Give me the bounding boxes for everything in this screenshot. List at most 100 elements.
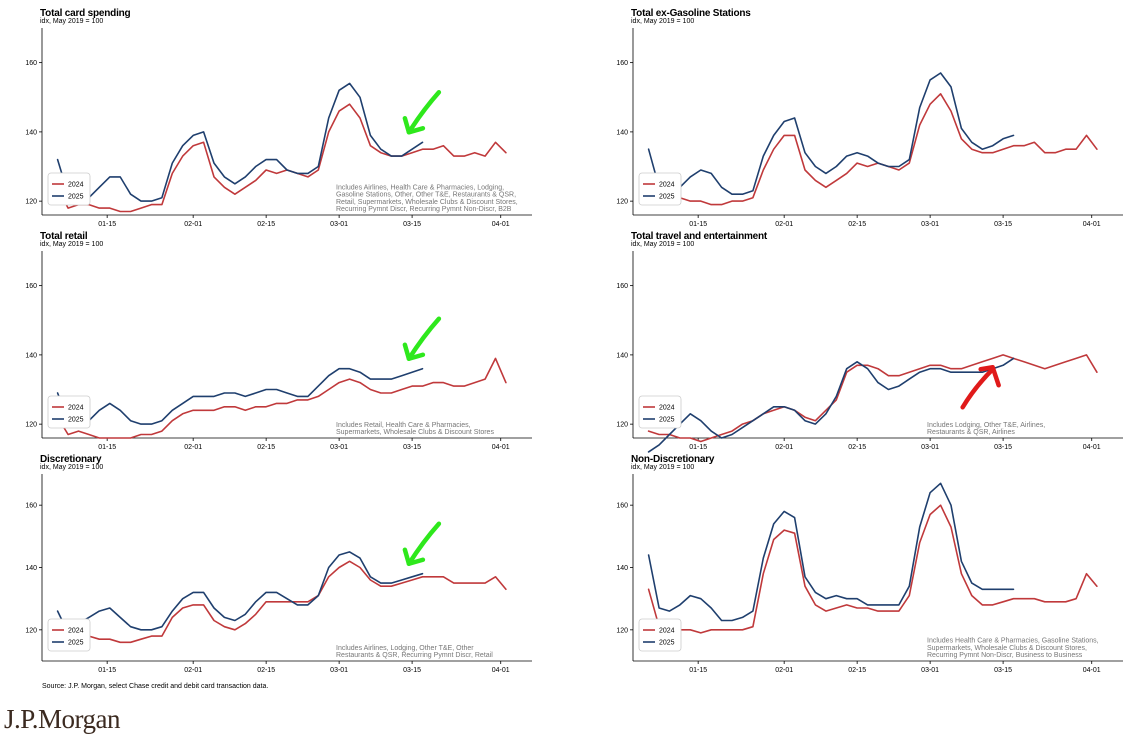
x-tick-label: 02-15 (848, 444, 866, 451)
legend-label-2025: 2025 (659, 194, 675, 201)
x-tick-label: 02-01 (775, 667, 793, 674)
chart-non-discretionary: Non-Discretionary idx, May 2019 = 100 12… (616, 454, 1143, 678)
series-line-2024 (647, 93, 1098, 206)
chart-note-line: Includes Lodging, Other T&E, Airlines, (927, 422, 1045, 429)
x-tick-label: 02-01 (775, 221, 793, 228)
x-tick-label: 01-15 (689, 667, 707, 674)
legend-label-2024: 2024 (68, 182, 84, 189)
x-tick-label: 04-01 (492, 444, 510, 451)
y-tick-label: 160 (25, 503, 37, 510)
jpmorgan-logo: J.P.Morgan (4, 704, 121, 734)
x-tick-label: 02-15 (848, 221, 866, 228)
y-tick-label: 160 (616, 60, 628, 67)
chart-title: Total card spending (40, 8, 131, 19)
chart-discretionary: Discretionary idx, May 2019 = 100 120 140… (25, 454, 600, 678)
series-line-2024 (56, 560, 507, 644)
legend-box (47, 172, 91, 206)
legend: 2024 2025 (638, 395, 682, 429)
chart-note-line: Recurring Pymnt Non-Discr, Business to B… (927, 652, 1083, 659)
x-tick-label: 02-15 (257, 444, 275, 451)
x-tick-label: 01-15 (689, 221, 707, 228)
chart-title: Total travel and entertainment (631, 231, 768, 242)
x-tick-label: 02-15 (257, 667, 275, 674)
legend-label-2024: 2024 (68, 405, 84, 412)
legend-label-2024: 2024 (659, 182, 675, 189)
series-line-2024 (56, 103, 507, 213)
chart-plot-area: 120 140 160 01-15 02-01 02-15 03-01 03-15 04-01 2… (616, 251, 1123, 453)
x-tick-label: 02-15 (848, 667, 866, 674)
legend-box (47, 395, 91, 429)
series-line-2024 (647, 354, 1098, 443)
series-line-2024 (56, 357, 507, 439)
chart-title: Discretionary (40, 454, 102, 465)
chart-plot-area: 120 140 160 01-15 02-01 02-15 03-01 03-15 04-01 2… (25, 474, 532, 674)
arrow-shaft (406, 90, 442, 135)
x-tick-label: 03-15 (994, 221, 1012, 228)
series-line-2025 (647, 482, 1015, 622)
x-tick-label: 02-15 (257, 221, 275, 228)
chart-subtitle: idx, May 2019 = 100 (631, 241, 695, 248)
y-tick-label: 140 (616, 129, 628, 136)
x-tick-label: 01-15 (689, 444, 707, 451)
x-tick-label: 01-15 (98, 667, 116, 674)
y-tick-label: 140 (616, 352, 628, 359)
y-tick-label: 160 (616, 283, 628, 290)
chart-subtitle: idx, May 2019 = 100 (40, 18, 104, 25)
y-tick-label: 120 (616, 199, 628, 206)
x-tick-label: 04-01 (1083, 444, 1101, 451)
chart-note-line: Restaurants & QSR, Airlines (927, 429, 1015, 436)
chart-note-line: Includes Airlines, Lodging, Other T&E, O… (336, 645, 474, 652)
x-tick-label: 03-01 (921, 221, 939, 228)
arrow-head (402, 547, 426, 566)
legend-label-2024: 2024 (68, 628, 84, 635)
legend-label-2025: 2025 (68, 640, 84, 647)
y-tick-label: 160 (25, 60, 37, 67)
x-tick-label: 04-01 (492, 221, 510, 228)
legend-box (47, 618, 91, 652)
x-tick-label: 03-01 (921, 667, 939, 674)
series-line-2024 (647, 504, 1098, 634)
chart-plot-area: 120 140 160 01-15 02-01 02-15 03-01 03-15 04-01 2… (616, 28, 1123, 228)
arrow-shaft (406, 316, 442, 361)
x-tick-label: 04-01 (1083, 221, 1101, 228)
y-tick-label: 120 (616, 627, 628, 634)
chart-title: Total ex-Gasoline Stations (631, 8, 751, 19)
chart-note-line: Retail, Supermarkets, Wholesale Clubs & … (336, 199, 518, 206)
arrow-head (978, 365, 1001, 388)
legend-label-2025: 2025 (659, 417, 675, 424)
y-tick-label: 140 (25, 352, 37, 359)
y-tick-label: 120 (25, 422, 37, 429)
x-tick-label: 03-01 (921, 444, 939, 451)
chart-subtitle: idx, May 2019 = 100 (631, 18, 695, 25)
chart-subtitle: idx, May 2019 = 100 (40, 241, 104, 248)
chart-note-line: Includes Health Care & Pharmacies, Gasol… (927, 638, 1099, 645)
legend: 2024 2025 (638, 618, 682, 652)
legend: 2024 2025 (638, 172, 682, 206)
x-tick-label: 03-15 (403, 667, 421, 674)
y-tick-label: 120 (616, 422, 628, 429)
chart-total-retail: Total retail idx, May 2019 = 100 120 140 1… (25, 231, 600, 455)
chart-title: Total retail (40, 231, 88, 242)
chart-note-line: Gasoline Stations, Other, Other T&E, Res… (336, 192, 516, 199)
series-line-2025 (647, 72, 1015, 195)
x-tick-label: 03-15 (994, 444, 1012, 451)
x-tick-label: 01-15 (98, 221, 116, 228)
chart-note-line: Recurring Pymnt Discr, Recurring Pymnt N… (336, 206, 512, 213)
series-line-2025 (56, 551, 424, 634)
x-tick-label: 02-01 (184, 221, 202, 228)
y-tick-label: 140 (616, 565, 628, 572)
chart-total-card-spending: Total card spending idx, May 2019 = 100 … (25, 8, 600, 232)
chart-subtitle: idx, May 2019 = 100 (631, 464, 695, 471)
x-tick-label: 02-01 (184, 667, 202, 674)
legend: 2024 2025 (47, 395, 91, 429)
arrow-shaft (960, 367, 995, 410)
chart-plot-area: 120 140 160 01-15 02-01 02-15 03-01 03-15 04-01 2… (616, 474, 1123, 674)
y-tick-label: 140 (25, 129, 37, 136)
chart-note-line: Restaurants & QSR, Recurring Pymnt Discr… (336, 652, 493, 659)
chart-subtitle: idx, May 2019 = 100 (40, 464, 104, 471)
y-tick-label: 140 (25, 565, 37, 572)
legend-box (638, 395, 682, 429)
y-tick-label: 120 (25, 627, 37, 634)
x-tick-label: 01-15 (98, 444, 116, 451)
y-tick-label: 160 (616, 503, 628, 510)
